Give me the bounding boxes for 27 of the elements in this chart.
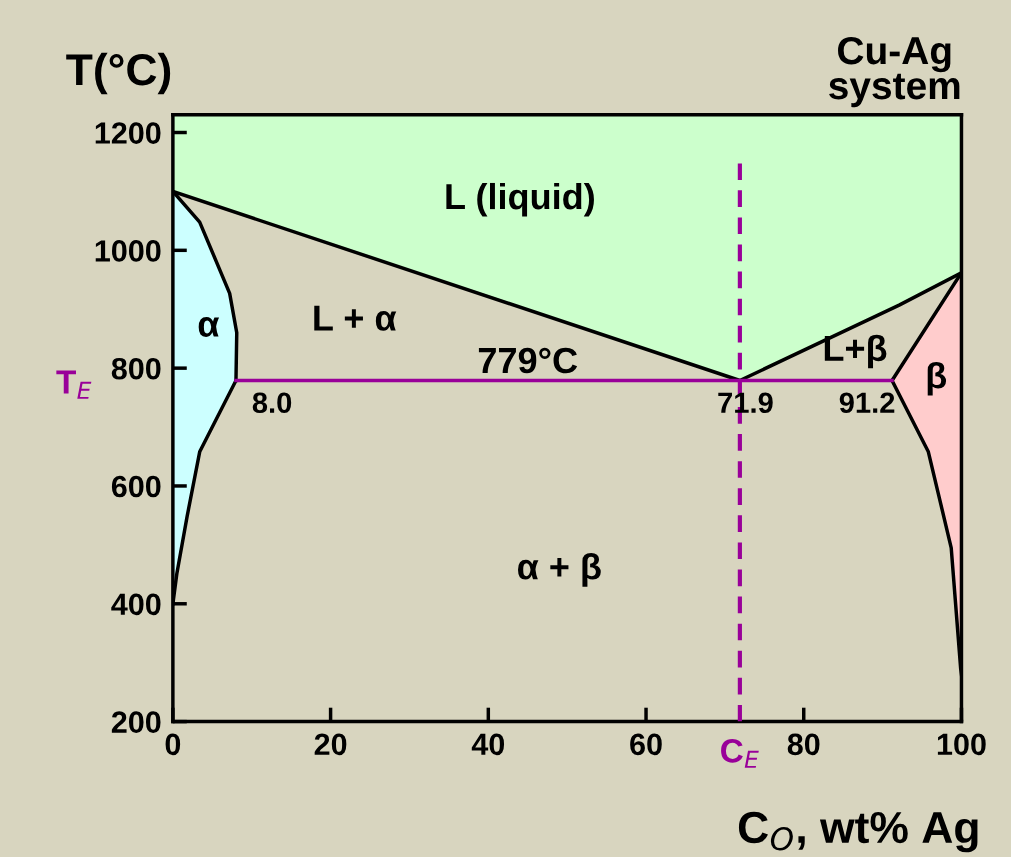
text: T$_{E}$ — [56, 370, 92, 399]
ref-line-label: C$_{E}$ — [721, 739, 759, 768]
annotation: α + β — [518, 553, 601, 587]
annotation: α — [198, 317, 220, 337]
x-tick-label: 60 — [630, 733, 662, 756]
y-axis-title: T(°C) — [66, 52, 171, 95]
annotation: L+β — [824, 334, 887, 369]
annotation: 91.2 — [839, 392, 895, 414]
x-tick-label: 40 — [471, 733, 505, 756]
x-tick-label: 80 — [787, 733, 820, 756]
annotation: L + α — [314, 305, 397, 331]
x-tick-label: 100 — [937, 733, 986, 756]
annotation: β — [927, 361, 947, 396]
y-tick-label: 1000 — [95, 240, 161, 262]
annotation: L (liquid) — [446, 182, 594, 217]
chart-title: Cu-Ag system — [829, 36, 960, 108]
y-tick-label: 600 — [111, 475, 161, 498]
y-tick-label: 1200 — [95, 122, 161, 144]
x-tick-label: 20 — [314, 733, 347, 756]
y-tick-label: 400 — [111, 593, 161, 616]
annotation: 8.0 — [252, 392, 292, 414]
y-tick-label: 800 — [111, 357, 161, 380]
annotation: 71.9 — [718, 392, 773, 414]
x-tick-label: 0 — [165, 733, 181, 756]
annotation: 779°C — [478, 347, 578, 374]
y-tick-label: 200 — [111, 711, 161, 733]
x-axis-title: C$_{O}$, wt% Ag — [738, 811, 978, 853]
